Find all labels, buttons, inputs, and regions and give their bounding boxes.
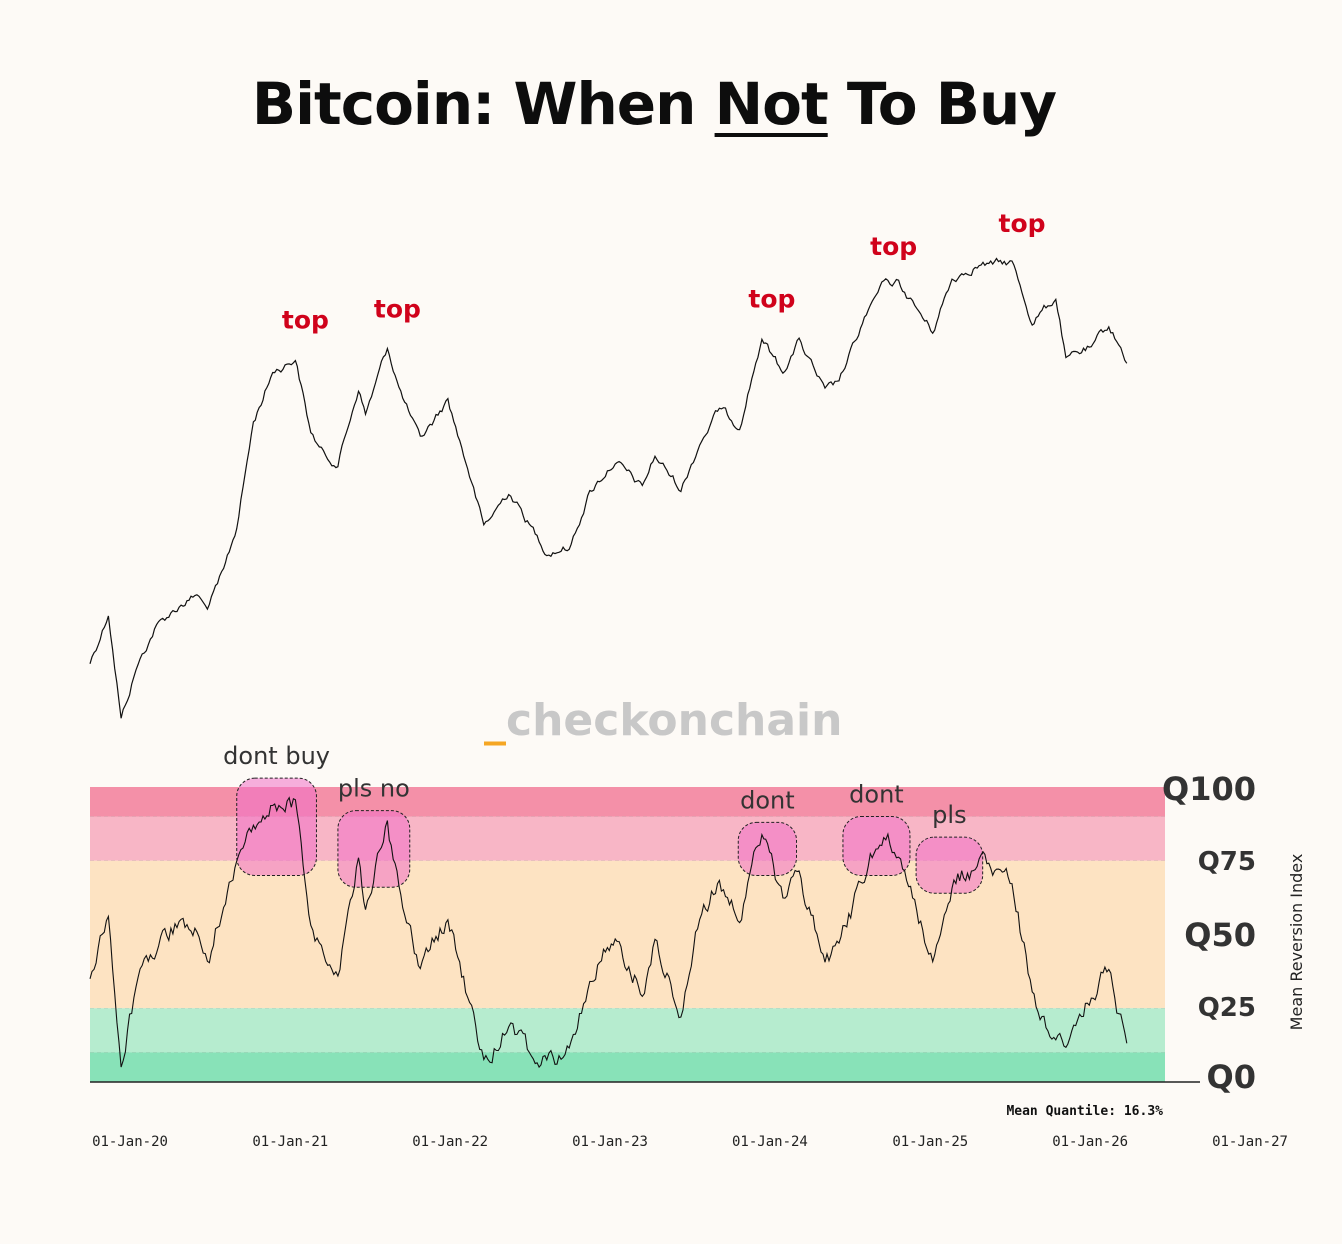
price-line — [89, 257, 1128, 719]
watermark: _checkonchain — [484, 695, 842, 746]
callout-box — [915, 836, 984, 894]
band-q25-q75 — [90, 860, 1165, 1009]
callout-box — [737, 821, 798, 877]
quantile-label: Q50 — [1184, 916, 1256, 954]
x-tick-label: 01-Jan-23 — [572, 1134, 648, 1150]
top-label: top — [870, 232, 917, 261]
x-tick-label: 01-Jan-26 — [1052, 1134, 1128, 1150]
band-q10-q25 — [90, 1008, 1165, 1053]
quantile-label: Q75 — [1198, 847, 1256, 877]
page-title: Bitcoin: When Not To Buy — [0, 70, 1308, 138]
quantile-label: Q0 — [1207, 1058, 1256, 1096]
callout-label: pls — [932, 801, 966, 829]
top-label: top — [748, 285, 795, 314]
x-tick-label: 01-Jan-22 — [412, 1134, 488, 1150]
x-tick-label: 01-Jan-24 — [732, 1134, 808, 1150]
callout-label: pls no — [338, 775, 410, 803]
callout-label: dont — [849, 781, 904, 809]
x-tick-label: 01-Jan-27 — [1212, 1134, 1288, 1150]
callout-box — [842, 816, 911, 876]
callout-label: dont buy — [223, 742, 330, 770]
x-tick-label: 01-Jan-25 — [892, 1134, 968, 1150]
title-start: Bitcoin: When — [251, 70, 715, 138]
callout-box — [236, 777, 317, 877]
callout-label: dont — [740, 786, 795, 814]
top-label: top — [374, 295, 421, 324]
top-annotations: top top top top top — [282, 209, 1046, 334]
quantile-label: Q25 — [1198, 993, 1256, 1023]
callout-boxes — [236, 777, 984, 894]
quantile-labels: Q100 Q75 Q50 Q25 Q0 — [1162, 770, 1256, 1096]
top-label: top — [282, 305, 329, 334]
band-q0-q10 — [90, 1052, 1165, 1082]
watermark-text: checkonchain — [506, 695, 842, 746]
watermark-underscore: _ — [484, 695, 506, 746]
y-axis-title: Mean Reversion Index — [1287, 854, 1306, 1031]
title-emphasis: Not — [714, 70, 829, 138]
quantile-label: Q100 — [1162, 770, 1256, 808]
x-tick-label: 01-Jan-20 — [92, 1134, 168, 1150]
x-tick-label: 01-Jan-21 — [252, 1134, 328, 1150]
oscillator-line — [89, 796, 1128, 1069]
x-axis-ticks: 01-Jan-20 01-Jan-21 01-Jan-22 01-Jan-23 01-J… — [92, 1134, 1288, 1150]
title-end: To Buy — [827, 70, 1057, 138]
top-label: top — [999, 209, 1046, 238]
mean-quantile-label: Mean Quantile: 16.3% — [1006, 1104, 1163, 1119]
